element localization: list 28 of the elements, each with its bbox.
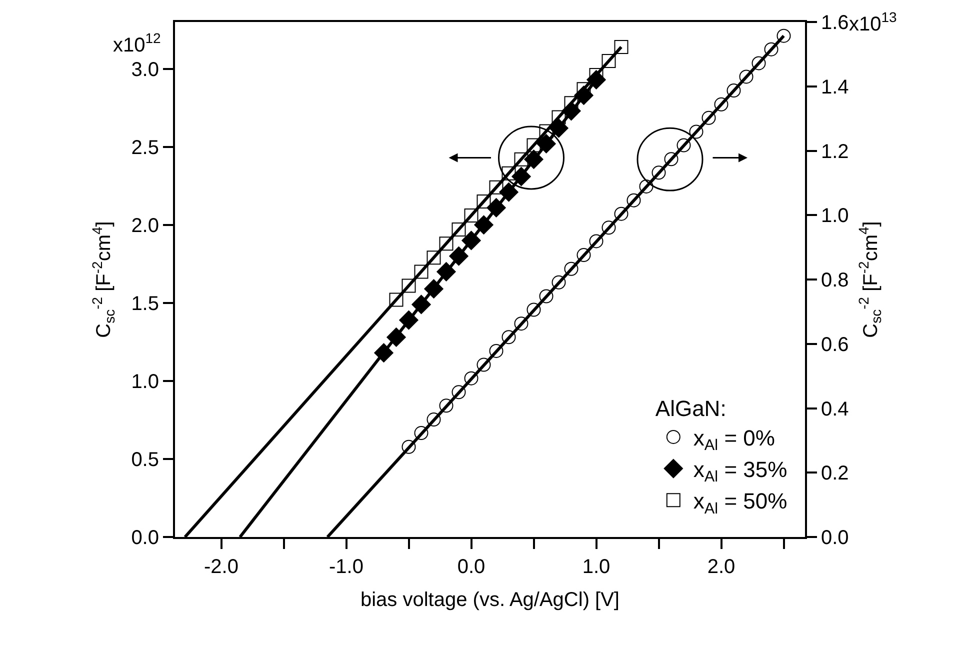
y2-tick-label: 0.8 xyxy=(821,270,849,292)
y2-tick-label: 1.6 xyxy=(821,12,849,34)
y2-tick-label: 0.0 xyxy=(821,527,849,549)
y-tick-label: 1.0 xyxy=(131,370,159,393)
y-tick-label: 3.0 xyxy=(131,58,159,81)
y-tick-label: 1.5 xyxy=(131,292,159,315)
text: x10$^{12}$ xyxy=(113,30,162,56)
y2-tick-label: 1.4 xyxy=(821,76,849,98)
y2-tick-label: 0.2 xyxy=(821,462,849,485)
y2-tick-label: 1.2 xyxy=(821,140,849,163)
y2-tick-label: 0.4 xyxy=(821,398,849,420)
y2-tick-label: 1.0 xyxy=(821,205,849,228)
y-tick-label: 0.0 xyxy=(131,527,159,549)
x-tick-label: 2.0 xyxy=(707,556,736,578)
x-tick-label: -1.0 xyxy=(329,556,364,578)
legend-label: x$_{Al}$ = 50% xyxy=(693,488,788,518)
y2-tick-label: 0.6 xyxy=(821,334,849,356)
y-tick-label: 2.0 xyxy=(131,214,159,237)
y-tick-label: 0.5 xyxy=(131,448,159,471)
x-tick-label: 1.0 xyxy=(582,556,610,578)
text: x10$^{13}$ xyxy=(849,9,898,36)
x-tick-label: 0.0 xyxy=(457,556,486,578)
y-tick-label: 2.5 xyxy=(131,136,159,159)
x-axis-title: bias voltage (vs. Ag/AgCl) [V] xyxy=(360,589,620,611)
x-tick-label: -2.0 xyxy=(204,556,238,578)
legend-title: AlGaN: xyxy=(655,396,726,422)
legend-label: x$_{Al}$ = 0% xyxy=(693,426,775,454)
legend-label: x$_{Al}$ = 35% xyxy=(693,457,788,486)
